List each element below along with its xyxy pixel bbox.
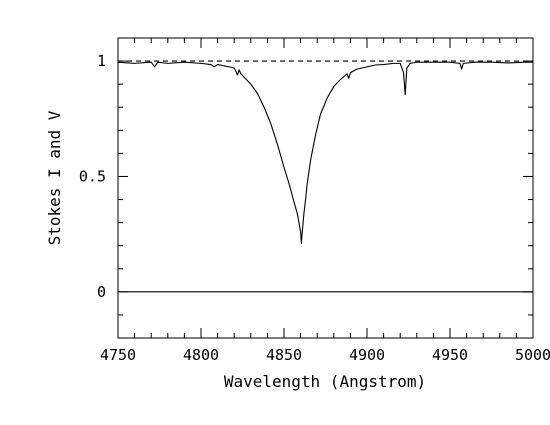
series-line-0 <box>117 61 533 244</box>
y-tick-label: 1 <box>97 52 106 70</box>
plot-border <box>117 37 534 339</box>
tick-labels: 4750 4800 4850 4900 4950 5000 0 0.5 1 <box>79 52 550 364</box>
x-tick-label: 4900 <box>349 346 385 364</box>
y-tick-label: 0 <box>97 283 106 301</box>
x-tick-label: 4850 <box>266 346 302 364</box>
x-tick-label: 5000 <box>515 346 550 364</box>
x-axis-label: Wavelength (Angstrom) <box>224 372 426 391</box>
y-tick-label: 0.5 <box>79 167 106 185</box>
plot-frame <box>117 37 534 339</box>
y-axis-label: Stokes I and V <box>45 110 64 245</box>
x-tick-label: 4750 <box>100 346 136 364</box>
axis-ticks <box>117 37 534 339</box>
series-layer <box>117 60 533 293</box>
x-tick-label: 4950 <box>432 346 468 364</box>
x-tick-label: 4800 <box>183 346 219 364</box>
